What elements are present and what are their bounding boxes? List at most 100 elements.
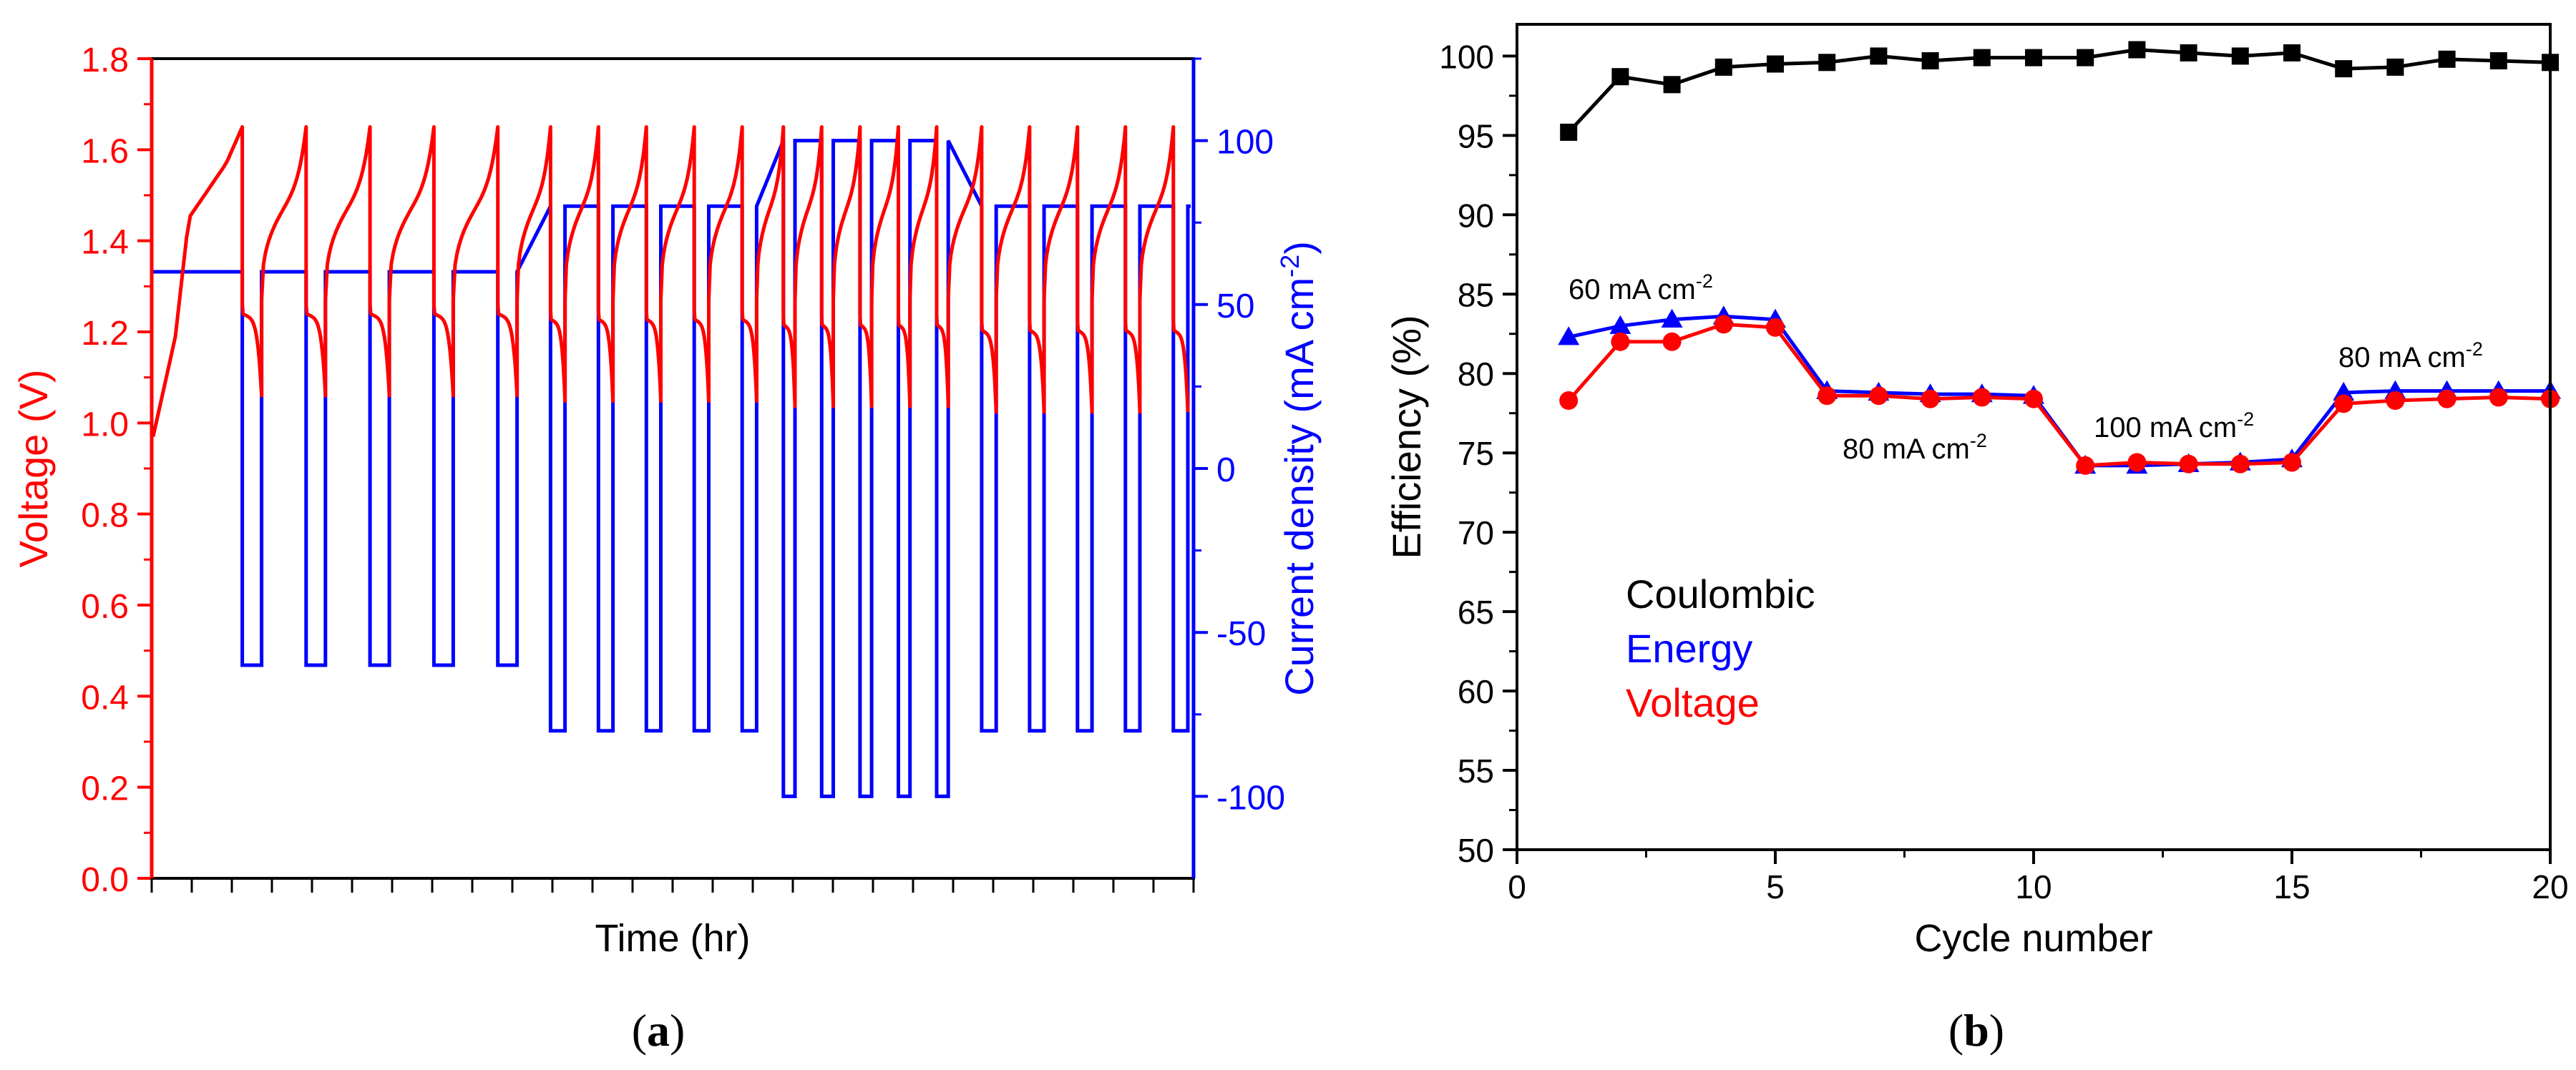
- annotation-100-ma-main: 100 mA cm: [2094, 412, 2237, 443]
- energy-efficiency-line: [1568, 314, 2550, 468]
- coulombic-efficiency-line: [1567, 47, 2551, 134]
- legend-voltage: Voltage: [1626, 680, 1760, 725]
- y-tick-label: 75: [1458, 435, 1494, 472]
- voltage-line: [151, 125, 1190, 437]
- coulombic-point: [2335, 60, 2353, 78]
- y-tick-label: 80: [1458, 355, 1494, 393]
- left-tick-label: 0.4: [81, 679, 129, 717]
- y-tick-label: 95: [1458, 117, 1494, 154]
- annotation-80-ma-first-main: 80 mA cm: [1843, 433, 1970, 465]
- panel-a-left-axis-label: Voltage (V): [11, 369, 56, 567]
- coulombic-point: [1818, 54, 1836, 72]
- right-tick-label: -50: [1216, 615, 1266, 653]
- caption-b-letter: b: [1963, 1005, 1989, 1056]
- y-tick-label: 65: [1458, 594, 1494, 631]
- right-axis-label-sup: -2: [1275, 255, 1304, 278]
- voltage-series: [151, 125, 1190, 437]
- voltage-point: [2076, 456, 2095, 475]
- coulombic-point: [1663, 76, 1681, 94]
- annotation-60-ma: 60 mA cm-2: [1568, 270, 1713, 305]
- panel-b-x-axis-label: Cycle number: [1914, 917, 2152, 960]
- coulombic-point: [2438, 50, 2456, 68]
- annotation-80-ma-first: 80 mA cm-2: [1843, 430, 1987, 465]
- coulombic-point: [1921, 52, 1939, 69]
- voltage-point: [2230, 454, 2250, 473]
- y-tick-label: 70: [1458, 514, 1494, 551]
- coulombic-point: [2180, 44, 2197, 62]
- voltage-point: [1662, 332, 1682, 351]
- left-tick-label: 0.2: [81, 770, 129, 808]
- panel-a-right-axis-label: Current density (mA cm-2): [1275, 241, 1322, 696]
- x-tick-label: 5: [1766, 868, 1785, 905]
- left-tick-label: 0.0: [81, 861, 129, 899]
- coulombic-point: [1767, 55, 1784, 73]
- x-tick-label: 0: [1508, 868, 1526, 905]
- voltage-point: [2179, 454, 2198, 473]
- voltage-point: [2437, 389, 2457, 408]
- annotation-100-ma-sup: -2: [2237, 408, 2254, 430]
- voltage-point: [2386, 391, 2405, 410]
- left-tick-label: 1.6: [81, 132, 129, 170]
- coulombic-point: [2128, 41, 2146, 59]
- x-tick-label: 15: [2273, 868, 2310, 905]
- y-tick-label: 60: [1458, 673, 1494, 710]
- voltage-efficiency-series: [1559, 315, 2560, 475]
- voltage-point: [1559, 391, 1579, 410]
- voltage-point: [1766, 318, 1785, 337]
- left-tick-label: 1.0: [81, 406, 129, 443]
- coulombic-efficiency-series: [1560, 41, 2559, 141]
- right-tick-label: 100: [1216, 124, 1274, 162]
- legend-energy: Energy: [1626, 626, 1752, 671]
- left-tick-label: 0.8: [81, 497, 129, 535]
- coulombic-point: [1560, 123, 1578, 141]
- panel-a-plot-frame: [150, 57, 1195, 880]
- right-axis-label-close: ): [1277, 241, 1322, 255]
- current-density-line: [153, 139, 1191, 798]
- right-axis-label-main: Current density (mA cm: [1277, 278, 1322, 696]
- annotation-60-ma-sup: -2: [1696, 270, 1713, 292]
- left-tick-label: 1.4: [81, 224, 129, 262]
- right-tick-label: 0: [1216, 451, 1236, 489]
- coulombic-point: [2231, 47, 2249, 65]
- left-tick-label: 1.2: [81, 315, 129, 353]
- voltage-point: [2127, 453, 2147, 472]
- voltage-point: [1818, 386, 1837, 406]
- annotation-80-ma-second: 80 mA cm-2: [2338, 338, 2483, 373]
- annotation-100-ma: 100 mA cm-2: [2094, 408, 2254, 443]
- coulombic-point: [2025, 49, 2042, 67]
- voltage-point: [1611, 332, 1630, 351]
- caption-b-close: ): [1989, 1005, 2004, 1056]
- panel-a-x-axis-label: Time (hr): [595, 917, 751, 960]
- voltage-point: [2024, 389, 2043, 408]
- right-tick-label: -100: [1216, 779, 1285, 817]
- annotation-80-ma-second-main: 80 mA cm: [2338, 342, 2466, 373]
- voltage-point: [1972, 388, 1991, 407]
- y-tick-label: 100: [1439, 38, 1494, 75]
- panel-b-caption: (b): [1948, 1005, 2004, 1056]
- coulombic-point: [1611, 68, 1629, 86]
- annotation-80-ma-first-sup: -2: [1970, 430, 1987, 451]
- left-tick-label: 0.6: [81, 588, 129, 626]
- voltage-point: [1921, 389, 1940, 408]
- caption-b-open: (: [1948, 1005, 1963, 1056]
- left-tick-label: 1.8: [81, 41, 129, 79]
- coulombic-point: [2077, 49, 2094, 67]
- panel-a-caption: (a): [632, 1005, 686, 1056]
- annotation-80-ma-second-sup: -2: [2466, 338, 2483, 360]
- energy-point: [1661, 308, 1683, 328]
- coulombic-point: [1973, 49, 1991, 67]
- coulombic-point: [2489, 52, 2507, 69]
- panel-a-chart: 0.0 0.2 0.4 0.6 0.8 1.0 1.2 1.4 1.6 1.8 -100 -50 0 50…: [11, 41, 1322, 1056]
- y-tick-label: 85: [1458, 276, 1494, 313]
- voltage-point: [2283, 453, 2301, 472]
- panel-b-ticks: 50 55 60 65 70 75 80 85 90 95 100 0 5 10 15 20: [1439, 38, 2568, 905]
- voltage-point: [1869, 386, 1888, 406]
- caption-a-close: ): [670, 1005, 685, 1056]
- x-tick-label: 10: [2015, 868, 2051, 905]
- panel-a-ticks: 0.0 0.2 0.4 0.6 0.8 1.0 1.2 1.4 1.6 1.8 -100 -50 0 50…: [81, 41, 1285, 899]
- energy-point: [2333, 381, 2355, 401]
- voltage-point: [2334, 394, 2353, 413]
- y-tick-label: 55: [1458, 752, 1494, 790]
- caption-a-letter: a: [647, 1005, 670, 1056]
